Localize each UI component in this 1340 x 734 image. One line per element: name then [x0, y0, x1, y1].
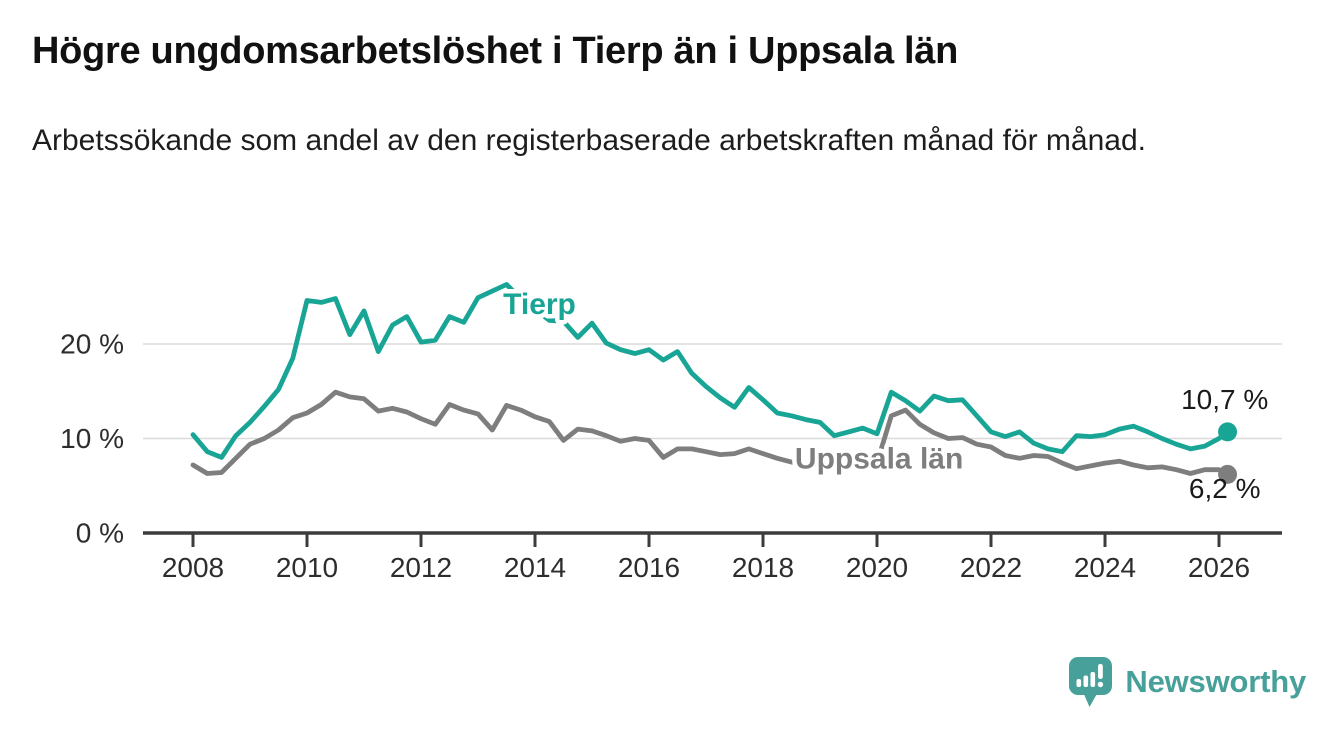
y-tick-label: 10 % — [60, 423, 124, 454]
x-tick-label: 2010 — [276, 552, 338, 583]
x-tick-label: 2020 — [846, 552, 908, 583]
brand-wordmark: Newsworthy — [1125, 664, 1306, 699]
end-value-label: 10,7 % — [1181, 384, 1268, 415]
end-dot-uppsala-l-n — [1218, 464, 1238, 484]
end-value-label: 6,2 % — [1189, 473, 1261, 504]
series-label-tierp: Tierp — [503, 288, 576, 321]
newsworthy-logo: Newsworthy — [1068, 656, 1306, 708]
x-tick-label: 2014 — [504, 552, 566, 583]
x-tick-label: 2024 — [1074, 552, 1136, 583]
series-label-uppsala-l-n: Uppsala län — [795, 443, 963, 476]
x-tick-label: 2008 — [162, 552, 224, 583]
x-tick-label: 2026 — [1188, 552, 1250, 583]
chart-subtitle: Arbetssökande som andel av den registerb… — [32, 124, 1146, 157]
end-dot-tierp — [1218, 422, 1238, 442]
chart-title: Högre ungdomsarbetslöshet i Tierp än i U… — [32, 30, 959, 72]
x-tick-label: 2012 — [390, 552, 452, 583]
series-line-uppsala-l-n — [190, 389, 1230, 477]
y-tick-label: 0 % — [76, 518, 124, 549]
series-line-tierp — [190, 282, 1230, 460]
x-tick-label: 2022 — [960, 552, 1022, 583]
x-tick-label: 2018 — [732, 552, 794, 583]
newsworthy-speech-bubble-bar-chart-icon — [1069, 657, 1113, 707]
x-tick-label: 2016 — [618, 552, 680, 583]
y-tick-label: 20 % — [60, 329, 124, 360]
